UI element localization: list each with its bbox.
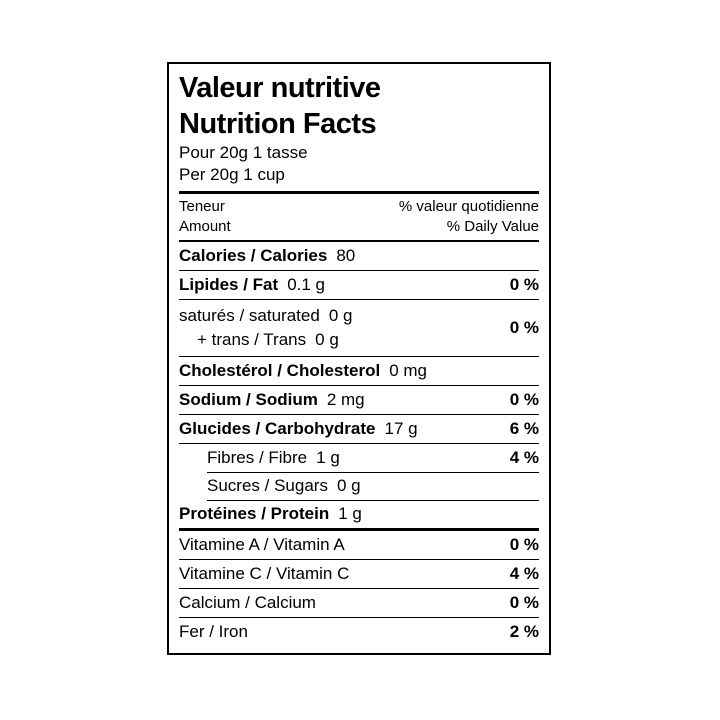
row-sugars: Sucres / Sugars 0 g: [179, 472, 539, 500]
nutrient-name: Fibres / Fibre 1 g: [207, 448, 340, 467]
nutrient-name: Calcium / Calcium: [179, 593, 316, 612]
amount-header-en: Amount: [179, 218, 231, 235]
daily-value-header-fr: % valeur quotidienne: [398, 198, 539, 215]
nutrient-name: Lipides / Fat 0.1 g: [179, 275, 325, 294]
row-iron: Fer / Iron 2 %: [179, 617, 539, 646]
row-sodium: Sodium / Sodium 2 mg 0 %: [179, 385, 539, 414]
row-cholesterol: Cholestérol / Cholesterol 0 mg: [179, 356, 539, 385]
daily-value: 0 %: [509, 390, 539, 409]
row-saturated-trans: saturés / saturated 0 g + trans / Trans 0 …: [179, 299, 539, 356]
row-vitamin-a: Vitamine A / Vitamin A 0 %: [179, 528, 539, 559]
nutrition-facts-label: Valeur nutritive Nutrition Facts Pour 20…: [167, 62, 551, 655]
row-calcium: Calcium / Calcium 0 %: [179, 588, 539, 617]
daily-value-header-en: % Daily Value: [446, 218, 539, 235]
amount-header-fr: Teneur: [179, 198, 225, 215]
nutrient-name: Fer / Iron: [179, 622, 248, 641]
nutrient-name: Vitamine A / Vitamin A: [179, 535, 345, 554]
row-carbohydrate: Glucides / Carbohydrate 17 g 6 %: [179, 414, 539, 443]
daily-value-column-header: % valeur quotidienne % Daily Value: [399, 197, 539, 237]
row-vitamin-c: Vitamine C / Vitamin C 4 %: [179, 559, 539, 588]
trans-line: + trans / Trans 0 g: [197, 330, 339, 349]
daily-value: 0 %: [509, 318, 539, 337]
nutrient-name: Glucides / Carbohydrate 17 g: [179, 419, 418, 438]
column-headers: Teneur Amount % valeur quotidienne % Dai…: [179, 194, 539, 242]
nutrient-name: Sodium / Sodium 2 mg: [179, 390, 365, 409]
nutrient-name: Protéines / Protein 1 g: [179, 504, 362, 523]
amount-column-header: Teneur Amount: [179, 197, 231, 237]
row-protein: Protéines / Protein 1 g: [179, 500, 539, 528]
row-calories: Calories / Calories 80: [179, 242, 539, 270]
daily-value: 0 %: [509, 593, 539, 612]
daily-value: 6 %: [509, 419, 539, 438]
nutrient-name: saturés / saturated 0 g + trans / Trans 0 …: [179, 304, 352, 352]
daily-value: 2 %: [509, 622, 539, 641]
row-fibre: Fibres / Fibre 1 g 4 %: [179, 443, 539, 472]
nutrient-name: Vitamine C / Vitamin C: [179, 564, 350, 583]
daily-value: 4 %: [509, 564, 539, 583]
daily-value: 0 %: [509, 275, 539, 294]
label-title-en: Nutrition Facts: [179, 108, 377, 140]
serving-size-fr: Pour 20g 1 tasse: [179, 143, 308, 162]
nutrient-name: Sucres / Sugars 0 g: [207, 476, 361, 495]
label-title-fr: Valeur nutritive: [179, 72, 381, 104]
serving-size-en: Per 20g 1 cup: [179, 165, 285, 184]
nutrient-name: Calories / Calories 80: [179, 246, 356, 265]
row-fat: Lipides / Fat 0.1 g 0 %: [179, 270, 539, 299]
header-divider: [179, 191, 539, 194]
saturated-line: saturés / saturated 0 g: [179, 306, 353, 325]
nutrient-name: Cholestérol / Cholesterol 0 mg: [179, 361, 427, 380]
daily-value: 4 %: [509, 448, 539, 467]
daily-value: 0 %: [509, 535, 539, 554]
